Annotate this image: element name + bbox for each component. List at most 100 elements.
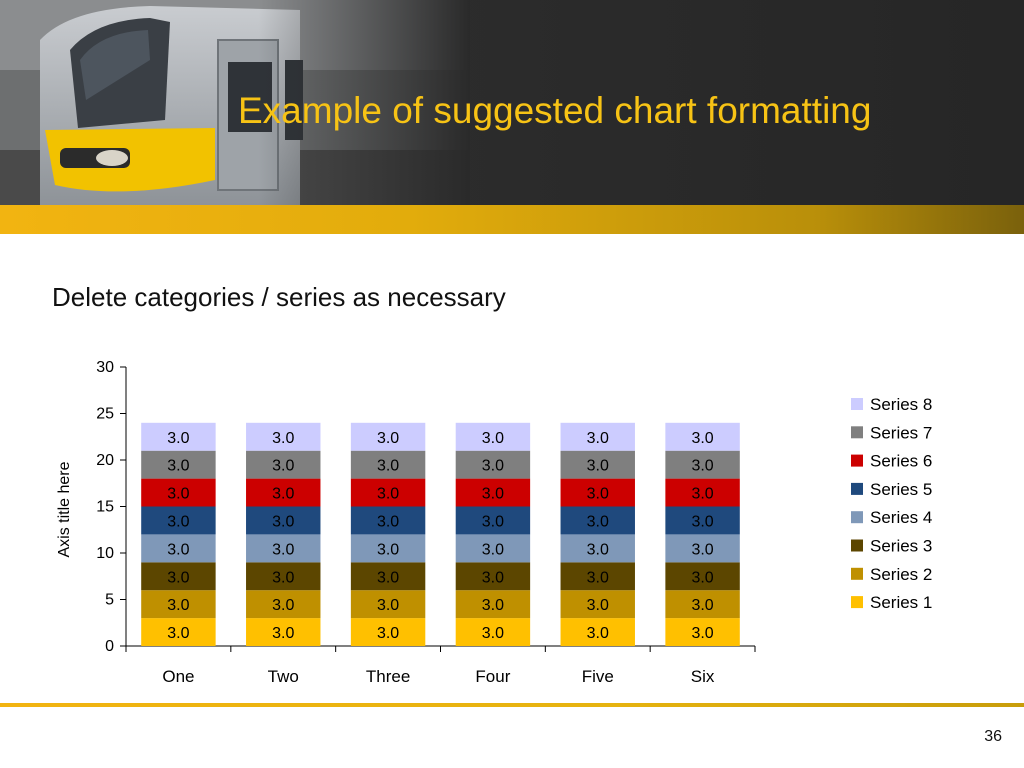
data-label: 3.0	[377, 513, 399, 530]
stacked-bar-chart: 0 5 10 15 20 25 30 Axis title here One Two Three Fo…	[56, 359, 932, 686]
bar-segment	[665, 506, 740, 535]
data-label: 3.0	[272, 625, 294, 642]
data-label: 3.0	[272, 513, 294, 530]
bar-segment	[665, 562, 740, 591]
legend-swatch	[851, 426, 863, 439]
bar-segment	[665, 450, 740, 479]
bar-segment	[246, 534, 321, 563]
data-label: 3.0	[691, 458, 713, 475]
data-label: 3.0	[272, 486, 294, 503]
y-tick-label: 15	[96, 499, 114, 516]
data-label: 3.0	[167, 569, 189, 586]
data-label: 3.0	[482, 430, 504, 447]
data-label: 3.0	[167, 541, 189, 558]
bar-segment	[246, 450, 321, 479]
legend-label: Series 5	[870, 480, 932, 499]
data-label: 3.0	[691, 597, 713, 614]
data-label: 3.0	[587, 569, 609, 586]
y-tick-label: 25	[96, 406, 114, 423]
bar-segment	[350, 506, 426, 535]
data-label: 3.0	[482, 513, 504, 530]
data-label: 3.0	[377, 597, 399, 614]
data-label: 3.0	[272, 569, 294, 586]
bar-segment	[141, 506, 216, 535]
data-label: 3.0	[587, 486, 609, 503]
legend-label: Series 6	[870, 452, 932, 471]
x-tick-label: One	[162, 667, 194, 686]
y-tick-label: 0	[105, 638, 114, 655]
legend-label: Series 1	[870, 593, 932, 612]
bar-segment	[560, 422, 635, 451]
data-label: 3.0	[167, 486, 189, 503]
data-label: 3.0	[167, 625, 189, 642]
bar-segment	[246, 478, 321, 507]
data-label: 3.0	[272, 597, 294, 614]
bar-segment	[665, 618, 740, 646]
footer-line	[0, 703, 1024, 707]
data-label: 3.0	[167, 597, 189, 614]
chart-bars	[141, 422, 740, 646]
chart-axes: 0 5 10 15 20 25 30 Axis title here One Two Three Fo…	[56, 359, 756, 686]
data-label: 3.0	[167, 458, 189, 475]
bar-segment	[246, 506, 321, 535]
bar-segment	[560, 478, 635, 507]
data-label: 3.0	[482, 486, 504, 503]
bar-segment	[246, 618, 321, 646]
y-tick-label: 10	[96, 545, 114, 562]
y-tick-label: 30	[96, 359, 114, 376]
data-label: 3.0	[272, 430, 294, 447]
data-label: 3.0	[482, 541, 504, 558]
bar-segment	[350, 450, 426, 479]
data-label: 3.0	[377, 458, 399, 475]
legend-swatch	[851, 567, 863, 580]
bar-segment	[455, 590, 531, 619]
data-label: 3.0	[691, 513, 713, 530]
legend-swatch	[851, 596, 863, 609]
bar-segment	[560, 562, 635, 591]
data-label: 3.0	[482, 597, 504, 614]
bar-segment	[665, 422, 740, 451]
bar-segment	[246, 422, 321, 451]
x-tick-label: Five	[582, 667, 614, 686]
slide-subtitle: Delete categories / series as necessary	[52, 282, 506, 312]
data-label: 3.0	[167, 513, 189, 530]
legend-label: Series 2	[870, 565, 932, 584]
bar-segment	[455, 534, 531, 563]
data-label: 3.0	[377, 569, 399, 586]
bar-segment	[350, 478, 426, 507]
y-tick-label: 5	[105, 592, 114, 609]
header-banner: Example of suggested chart formatting	[0, 0, 1024, 205]
bar-segment	[560, 506, 635, 535]
data-label: 3.0	[587, 430, 609, 447]
gold-band	[0, 205, 1024, 234]
bar-segment	[246, 562, 321, 591]
x-tick-label: Two	[268, 667, 299, 686]
bar-segment	[141, 590, 216, 619]
data-label: 3.0	[691, 569, 713, 586]
data-label: 3.0	[377, 625, 399, 642]
data-label: 3.0	[482, 625, 504, 642]
bar-segment	[246, 590, 321, 619]
bar-segment	[455, 478, 531, 507]
bar-segment	[455, 618, 531, 646]
bar-segment	[350, 422, 426, 451]
x-tick-label: Four	[475, 667, 510, 686]
legend-swatch	[851, 482, 863, 495]
slide-title: Example of suggested chart formatting	[238, 90, 872, 131]
data-label: 3.0	[587, 625, 609, 642]
data-label: 3.0	[377, 541, 399, 558]
y-axis-title: Axis title here	[56, 461, 73, 557]
bar-segment	[350, 534, 426, 563]
data-label: 3.0	[377, 430, 399, 447]
bar-segment	[560, 590, 635, 619]
x-tick-label: Three	[366, 667, 410, 686]
legend-swatch	[851, 398, 863, 410]
data-label: 3.0	[272, 541, 294, 558]
data-label: 3.0	[482, 458, 504, 475]
data-label: 3.0	[691, 625, 713, 642]
bar-segment	[141, 478, 216, 507]
data-label: 3.0	[587, 541, 609, 558]
data-label: 3.0	[587, 458, 609, 475]
data-label: 3.0	[167, 430, 189, 447]
bar-segment	[141, 450, 216, 479]
